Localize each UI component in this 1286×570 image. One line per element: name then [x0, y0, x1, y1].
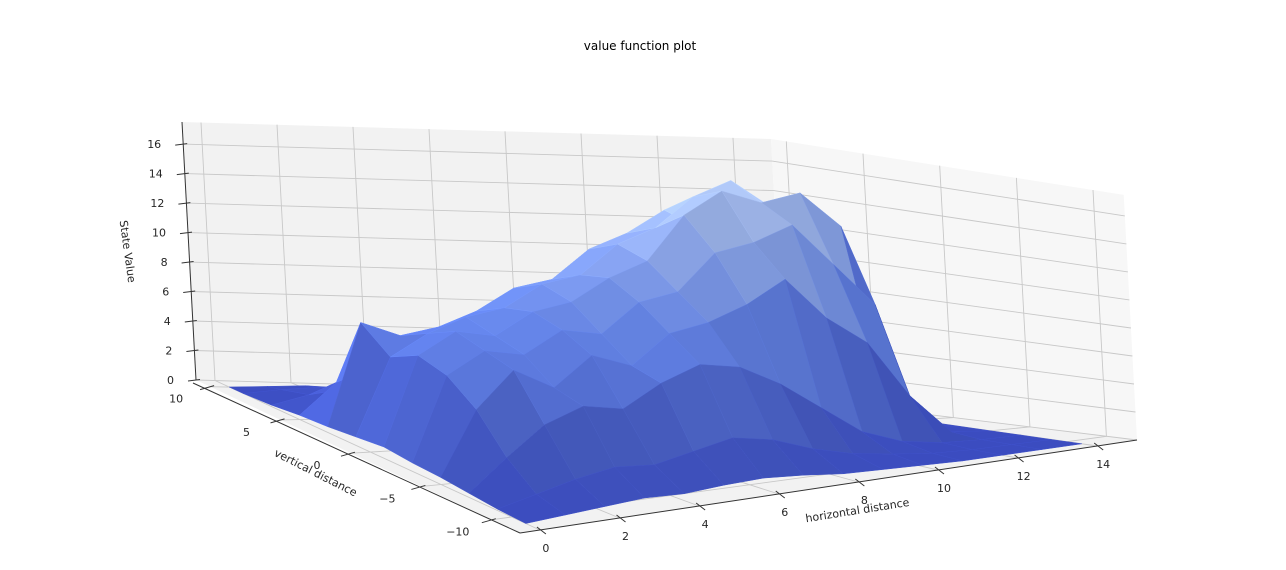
- y-tick-label: 5: [243, 426, 250, 439]
- z-tick-label: 4: [164, 315, 171, 328]
- y-tick-label: 0: [313, 459, 320, 472]
- x-axis-label: horizontal distance: [805, 496, 911, 525]
- axis-lines: [181, 121, 1138, 534]
- z-tick-label: 12: [150, 197, 164, 210]
- x-tick-label: 14: [1096, 458, 1110, 471]
- z-tick-label: 2: [165, 345, 172, 358]
- z-tick-label: 14: [149, 168, 163, 181]
- z-tick-label: 6: [162, 286, 169, 299]
- z-tick-label: 16: [147, 138, 161, 151]
- x-tick-label: 4: [702, 518, 709, 531]
- y-tick-label: −10: [446, 526, 469, 539]
- chart-title: value function plot: [584, 39, 697, 53]
- z-axis-label: State Value: [117, 219, 139, 283]
- x-tick-label: 0: [542, 542, 549, 555]
- value-surface: [228, 180, 1083, 524]
- x-tick-label: 12: [1017, 470, 1031, 483]
- z-tick-label: 8: [161, 256, 168, 269]
- tick-labels: 0 2 4 6 8 10 12 14 16 10 5 0 −5 −10 0 2 4 6 8 10 12 14: [147, 138, 1110, 555]
- x-tick-label: 6: [781, 506, 788, 519]
- x-tick-label: 10: [937, 482, 951, 495]
- y-tick-label: −5: [379, 492, 395, 505]
- z-tick-label: 0: [167, 374, 174, 387]
- y-tick-label: 10: [169, 393, 183, 406]
- x-tick-label: 2: [622, 530, 629, 543]
- z-tick-label: 10: [152, 227, 166, 240]
- x-tick-label: 8: [861, 494, 868, 507]
